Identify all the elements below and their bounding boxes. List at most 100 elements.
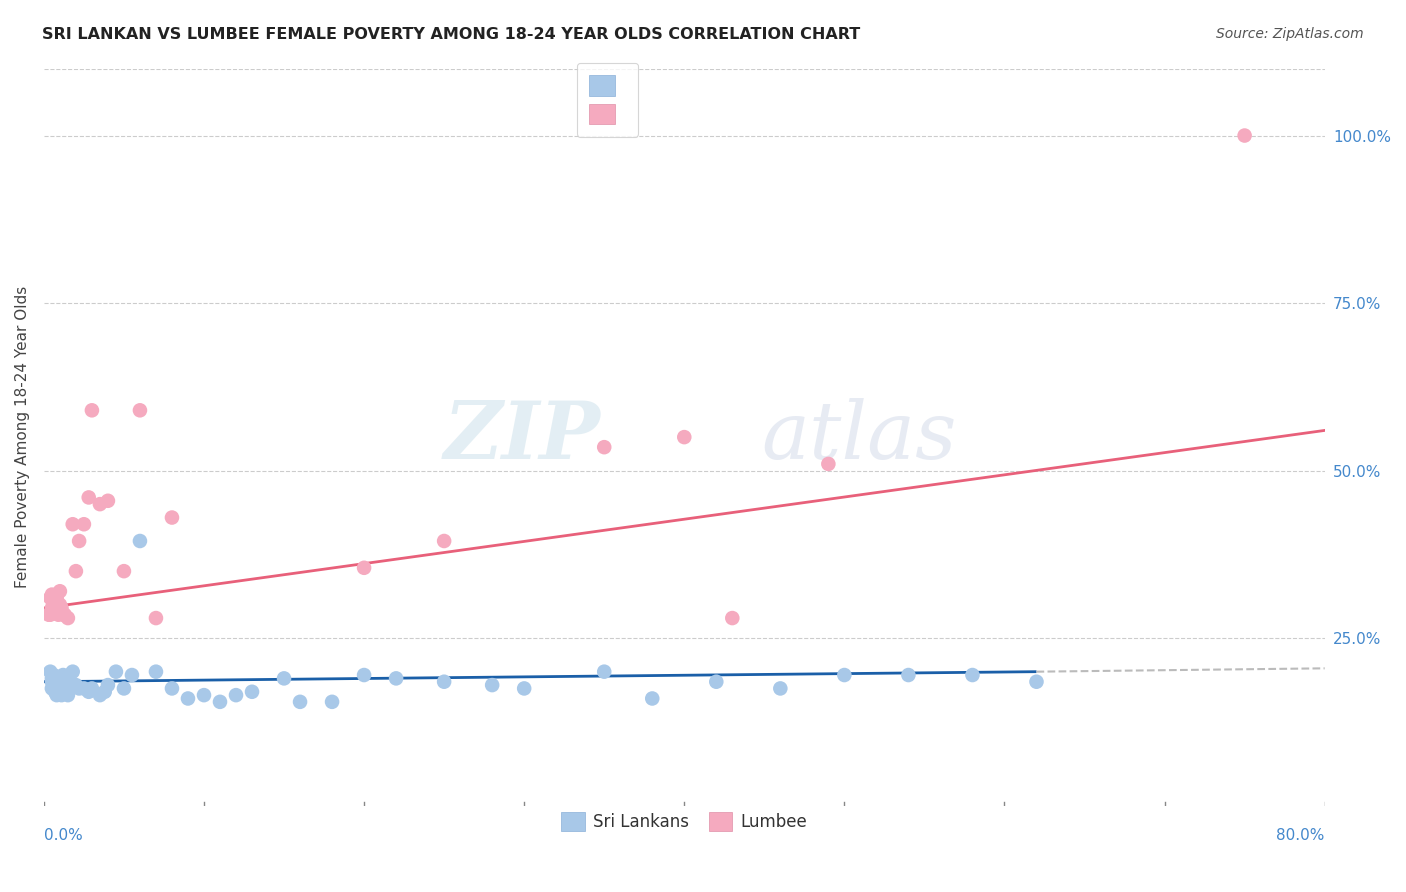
Point [39, 591, 62, 605]
Point [42, 594, 65, 608]
Point [834, 668, 856, 682]
Point [121, 668, 143, 682]
Point [80, 403, 103, 417]
Point [49, 598, 72, 612]
Point [38, 607, 60, 622]
Point [1233, 128, 1256, 143]
Point [112, 564, 135, 578]
Point [49, 674, 72, 689]
Text: atlas: atlas [761, 399, 956, 475]
Point [93, 685, 115, 699]
Point [77, 685, 100, 699]
Point [39, 665, 62, 679]
Point [353, 561, 375, 575]
Point [55, 681, 77, 696]
Point [962, 668, 984, 682]
Point [51, 688, 73, 702]
Point [44, 674, 66, 689]
Point [56, 688, 79, 702]
Point [225, 688, 247, 702]
Point [704, 674, 727, 689]
Point [208, 695, 231, 709]
Point [42, 604, 65, 618]
Point [67, 681, 90, 696]
Text: SRI LANKAN VS LUMBEE FEMALE POVERTY AMONG 18-24 YEAR OLDS CORRELATION CHART: SRI LANKAN VS LUMBEE FEMALE POVERTY AMON… [42, 27, 860, 42]
Point [67, 533, 90, 548]
Point [65, 564, 87, 578]
Point [41, 681, 63, 696]
Point [45, 681, 67, 696]
Point [97, 678, 120, 692]
Point [673, 430, 696, 444]
Point [273, 672, 295, 686]
Point [56, 611, 79, 625]
Text: Source: ZipAtlas.com: Source: ZipAtlas.com [1216, 27, 1364, 41]
Point [513, 681, 536, 696]
Point [288, 695, 311, 709]
Point [80, 681, 103, 696]
Point [42, 678, 65, 692]
Point [641, 691, 664, 706]
Point [52, 607, 75, 622]
Point [51, 678, 73, 692]
Point [77, 491, 100, 505]
Point [73, 681, 96, 696]
Point [160, 681, 183, 696]
Point [65, 678, 87, 692]
Point [593, 665, 616, 679]
Point [49, 685, 72, 699]
Point [41, 672, 63, 686]
Point [481, 678, 503, 692]
Point [53, 678, 76, 692]
Point [433, 533, 456, 548]
Point [1025, 674, 1047, 689]
Point [145, 665, 167, 679]
Point [160, 510, 183, 524]
Y-axis label: Female Poverty Among 18-24 Year Olds: Female Poverty Among 18-24 Year Olds [15, 286, 30, 588]
Point [385, 672, 408, 686]
Point [41, 601, 63, 615]
Point [45, 688, 67, 702]
Point [145, 611, 167, 625]
Point [433, 674, 456, 689]
Point [897, 668, 920, 682]
Point [353, 668, 375, 682]
Point [58, 668, 80, 682]
Point [46, 672, 69, 686]
Text: 0.0%: 0.0% [44, 828, 83, 843]
Point [39, 607, 62, 622]
Point [321, 695, 343, 709]
Point [52, 674, 75, 689]
Point [193, 688, 215, 702]
Point [129, 403, 152, 417]
Point [721, 611, 744, 625]
Point [41, 588, 63, 602]
Point [52, 668, 75, 682]
Legend: Sri Lankans, Lumbee: Sri Lankans, Lumbee [554, 805, 814, 838]
Point [97, 493, 120, 508]
Point [769, 681, 792, 696]
Point [62, 517, 84, 532]
Point [62, 665, 84, 679]
Point [44, 685, 66, 699]
Point [129, 533, 152, 548]
Point [51, 601, 73, 615]
Point [41, 674, 63, 689]
Point [42, 668, 65, 682]
Point [49, 584, 72, 599]
Point [46, 681, 69, 696]
Point [817, 457, 839, 471]
Point [44, 598, 66, 612]
Point [45, 591, 67, 605]
Point [53, 607, 76, 622]
Text: ZIP: ZIP [444, 399, 600, 475]
Point [89, 688, 111, 702]
Point [104, 665, 127, 679]
Point [177, 691, 200, 706]
Point [89, 497, 111, 511]
Point [112, 681, 135, 696]
Point [46, 607, 69, 622]
Point [593, 440, 616, 454]
Point [73, 517, 96, 532]
Text: 80.0%: 80.0% [1277, 828, 1324, 843]
